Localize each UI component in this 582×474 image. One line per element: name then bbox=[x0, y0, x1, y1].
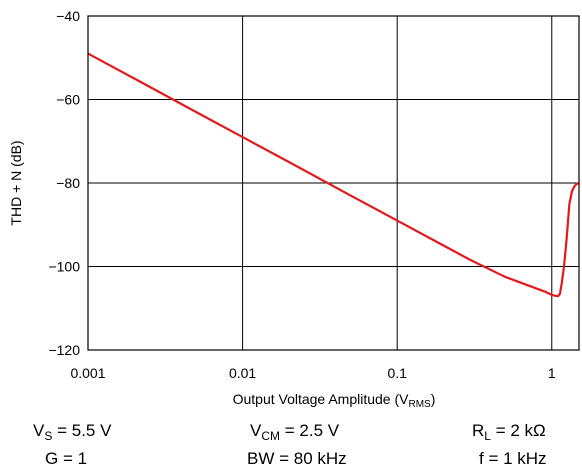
y-tick-labels: −40 −60 −80 −100 −120 bbox=[48, 8, 80, 358]
x-tick-label: 0.01 bbox=[229, 365, 256, 381]
series-line-thd-n bbox=[87, 52, 580, 298]
y-tick-label: −40 bbox=[56, 8, 80, 24]
condition-rl: RL = 2 kΩ bbox=[472, 421, 546, 443]
condition-vs: VS = 5.5 V bbox=[33, 421, 112, 443]
x-tick-label: 0.1 bbox=[387, 365, 407, 381]
y-axis-title: THD + N (dB) bbox=[8, 140, 24, 225]
condition-vcm: VCM = 2.5 V bbox=[250, 421, 340, 443]
x-tick-labels: 0.001 0.01 0.1 1 bbox=[70, 365, 555, 381]
plot-frame bbox=[87, 15, 580, 351]
y-tick-label: −80 bbox=[56, 175, 80, 191]
condition-gain: G = 1 bbox=[45, 449, 88, 468]
y-tick-label: −100 bbox=[48, 259, 80, 275]
x-tick-label: 0.001 bbox=[70, 365, 105, 381]
grid-lines bbox=[88, 16, 579, 350]
x-axis-title: Output Voltage Amplitude (VRMS) bbox=[233, 391, 436, 410]
y-tick-label: −120 bbox=[48, 342, 80, 358]
condition-bandwidth: BW = 80 kHz bbox=[247, 449, 347, 468]
condition-frequency: f = 1 kHz bbox=[479, 449, 547, 468]
x-tick-label: 1 bbox=[548, 365, 556, 381]
y-tick-label: −60 bbox=[56, 92, 80, 108]
